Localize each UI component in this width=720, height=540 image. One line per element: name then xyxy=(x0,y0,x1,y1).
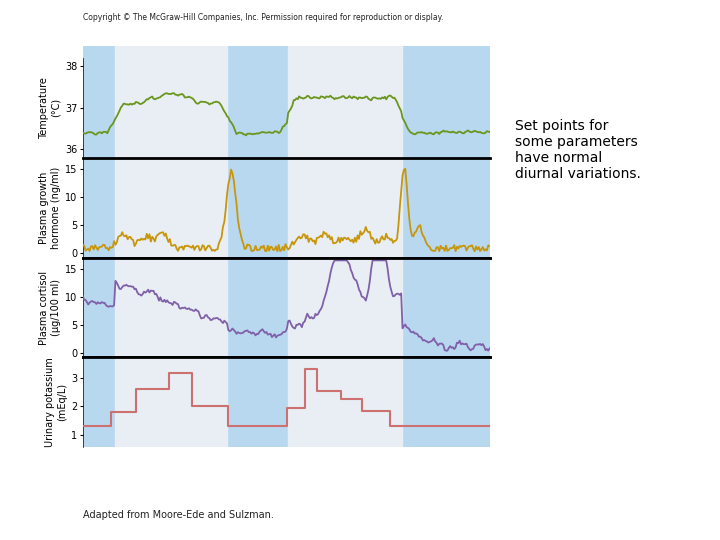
Text: Set points for
some parameters
have normal
diurnal variations.: Set points for some parameters have norm… xyxy=(515,119,641,181)
Bar xyxy=(115,58,228,158)
Y-axis label: Plasma growth
hormone (ng/ml): Plasma growth hormone (ng/ml) xyxy=(39,166,60,249)
Bar xyxy=(115,158,228,258)
Y-axis label: Plasma cortisol
(μg/100 ml): Plasma cortisol (μg/100 ml) xyxy=(39,271,60,345)
Bar xyxy=(115,258,228,357)
Text: Adapted from Moore-Ede and Sulzman.: Adapted from Moore-Ede and Sulzman. xyxy=(83,510,274,521)
Bar xyxy=(115,357,228,447)
Bar xyxy=(288,158,402,258)
Bar xyxy=(115,46,228,58)
Y-axis label: Temperature
(°C): Temperature (°C) xyxy=(39,77,60,139)
Bar xyxy=(288,357,402,447)
Y-axis label: Urinary potassium
(mEq/L): Urinary potassium (mEq/L) xyxy=(45,357,67,447)
Bar xyxy=(288,58,402,158)
Bar xyxy=(288,46,402,58)
Text: Copyright © The McGraw-Hill Companies, Inc. Permission required for reproduction: Copyright © The McGraw-Hill Companies, I… xyxy=(83,14,444,23)
Bar xyxy=(288,258,402,357)
